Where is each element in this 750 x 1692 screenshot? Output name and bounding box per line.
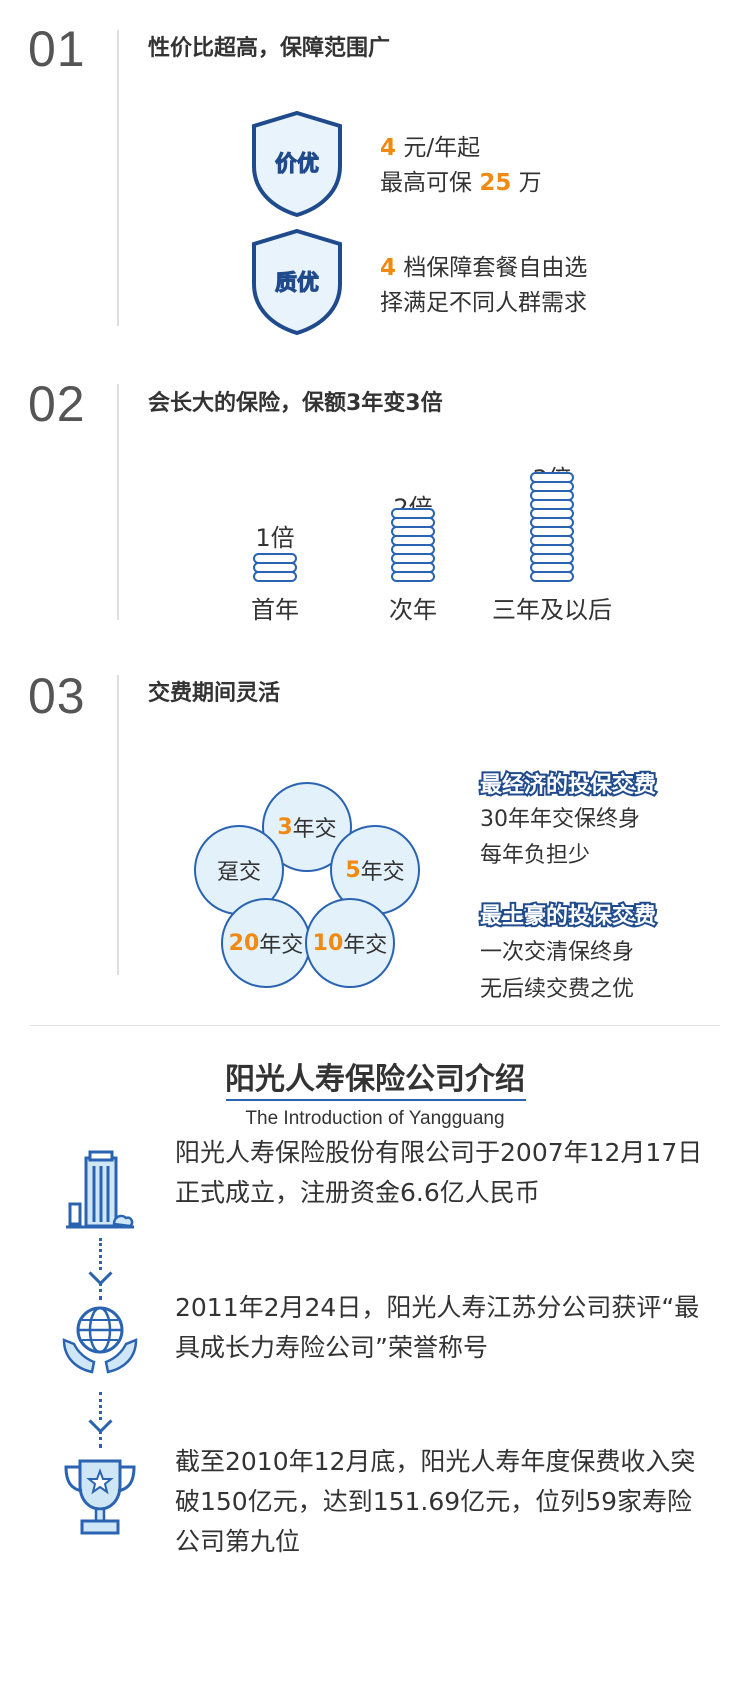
section-title: 性价比超高，保障范围广 [148,36,391,61]
year-caption: 三年及以后 [492,596,612,624]
timeline-dots [99,1238,104,1270]
badge-line1: 4 档保障套餐自由选 [380,255,588,281]
intro-paragraph: 阳光人寿保险股份有限公司于2007年12月17日正式成立，注册资金6.6亿人民币 [175,1138,703,1207]
timeline-dots [99,1282,104,1300]
badge-label-price: 价优 [274,152,319,178]
intro-paragraph: 2011年2月24日，阳光人寿江苏分公司获评“最具成长力寿险公司”荣誉称号 [175,1293,700,1362]
tag-lump-sum: 最土豪的投保交费 [478,902,658,931]
tag-economical: 最经济的投保交费 [478,771,658,800]
payment-option-circle: 10 年交 [305,898,395,988]
trophy-icon [64,1459,136,1535]
badge-line1: 4 元/年起 [380,135,481,161]
multiplier-label: 1倍 [255,524,295,552]
section-divider-line [117,30,119,326]
tag-desc-line: 无后续交费之优 [480,977,635,1002]
section-divider-line [117,384,119,620]
year-caption: 首年 [251,596,299,624]
section-divider-line [117,675,119,975]
coin [391,508,435,519]
building-icon [66,1150,134,1229]
badge-line2: 最高可保 25 万 [380,170,542,196]
globe-hands-icon [62,1306,138,1374]
tag-desc-line: 30年年交保终身 [480,807,640,832]
year-caption: 次年 [389,596,437,624]
badge-line2: 择满足不同人群需求 [380,290,587,316]
coin [530,472,574,483]
shield-icon [252,228,342,336]
intro-subtitle: The Introduction of Yangguang [245,1108,505,1129]
section-title: 交费期间灵活 [148,681,281,706]
coin [253,553,297,564]
badge-label-quality: 质优 [274,271,319,297]
section-title: 会长大的保险，保额3年变3倍 [148,391,443,416]
section-divider [30,1025,720,1026]
tag-desc-line: 每年负担少 [480,843,591,868]
intro-title: 阳光人寿保险公司介绍 [225,1062,525,1097]
shield-icon [252,110,342,218]
timeline-dots [99,1430,104,1448]
section-number-02: 02 [28,376,86,432]
payment-option-circle: 趸交 [194,825,284,915]
title-underline [226,1099,526,1101]
intro-paragraph: 截至2010年12月底，阳光人寿年度保费收入突破150亿元，达到151.69亿元… [175,1447,696,1556]
section-number-03: 03 [28,668,86,724]
tag-desc-line: 一次交清保终身 [480,940,635,965]
section-number-01: 01 [28,21,86,77]
timeline-dots [99,1392,104,1420]
payment-option-circle: 20 年交 [221,898,311,988]
